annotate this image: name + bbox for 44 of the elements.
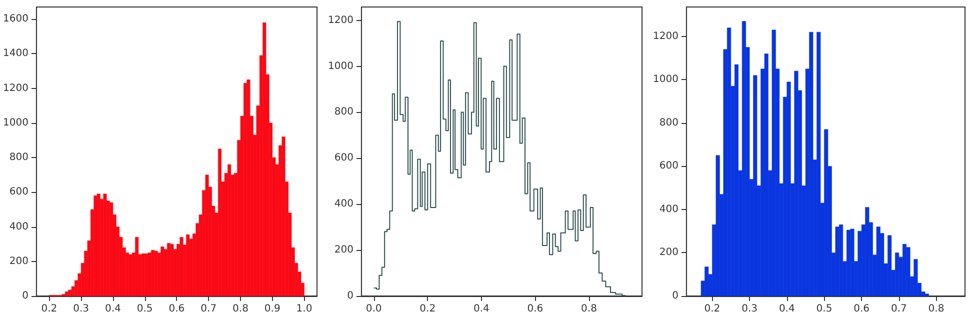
x-tick-label: 0.4 [473,304,490,314]
y-tick-label: 1400 [2,48,28,60]
x-tick-label: 0.6 [527,304,544,314]
x-tick-label: 0.4 [778,304,795,314]
y-tick-label: 1200 [652,30,678,42]
x-tick-label: 0.6 [168,304,185,314]
x-tick-label: 1.0 [296,304,312,314]
y-tick-label: 0 [22,290,28,302]
x-tick-label: 0.5 [816,304,832,314]
y-tick-label: 200 [9,256,28,267]
x-tick-label: 0.5 [136,304,153,314]
y-tick-label: 1000 [2,117,28,128]
y-tick-label: 400 [334,198,354,210]
x-tick-label: 0.4 [105,304,121,314]
x-tick-label: 0.7 [200,304,217,314]
y-tick-label: 0 [672,290,678,302]
x-tick-label: 0.9 [264,304,280,314]
x-tick-label: 0.8 [581,304,597,314]
x-tick-label: 0.7 [890,304,907,314]
y-tick-label: 1200 [328,14,354,26]
x-tick-label: 0.2 [704,304,720,314]
y-tick-label: 200 [334,244,354,256]
x-tick-label: 0.3 [73,304,90,314]
y-tick-label: 600 [659,160,678,172]
y-tick-label: 400 [659,204,678,215]
y-tick-label: 0 [347,290,354,302]
y-tick-label: 800 [9,152,28,164]
y-tick-label: 200 [659,247,678,258]
y-tick-label: 800 [659,117,678,128]
y-tick-label: 1000 [652,74,678,86]
x-tick-label: 0.3 [742,304,758,314]
y-tick-label: 800 [334,106,354,118]
x-tick-label: 0.8 [232,304,248,314]
y-tick-label: 600 [9,186,28,198]
y-tick-label: 600 [334,152,354,164]
y-tick-label: 1200 [2,82,28,94]
x-tick-label: 0.6 [854,304,870,314]
y-tick-label: 1600 [2,14,28,25]
x-tick-label: 0.0 [366,304,382,314]
x-tick-label: 0.2 [420,304,436,314]
y-tick-label: 400 [9,221,28,232]
y-tick-label: 1000 [328,60,354,72]
x-tick-label: 0.8 [928,304,944,314]
x-tick-label: 0.2 [41,304,58,314]
